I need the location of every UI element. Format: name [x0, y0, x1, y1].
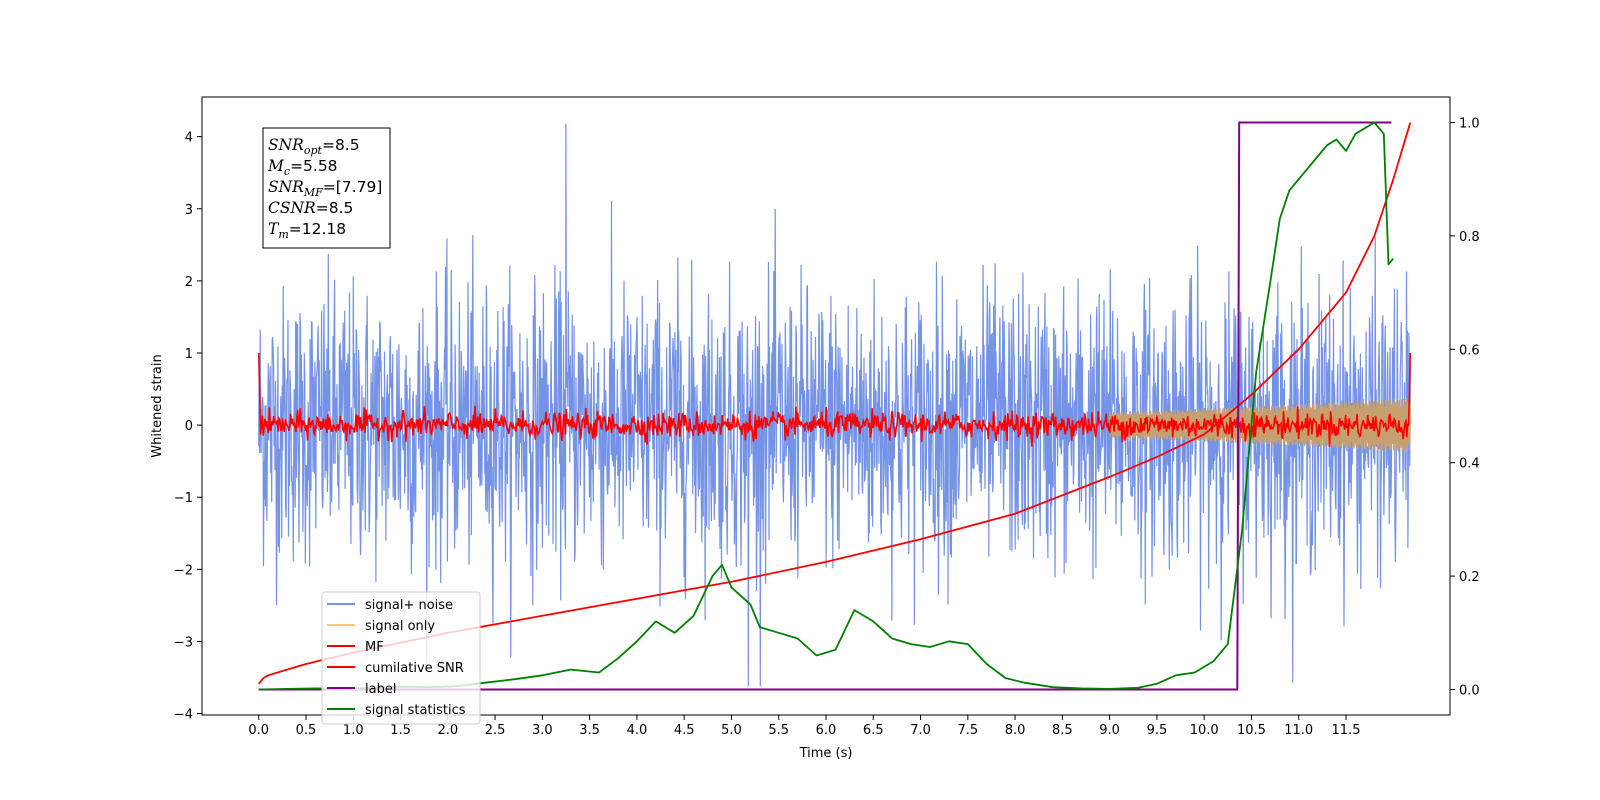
legend-label: cumilative SNR — [365, 661, 464, 676]
x-tick-label: 2.0 — [437, 723, 458, 738]
y2-tick-label: 0.4 — [1459, 457, 1480, 472]
y2-tick-label: 1.0 — [1459, 117, 1480, 132]
y-tick-label: −1 — [174, 491, 193, 506]
x-tick-label: 11.0 — [1284, 723, 1313, 738]
x-tick-label: 8.5 — [1052, 723, 1073, 738]
x-tick-label: 0.5 — [296, 723, 317, 738]
x-tick-label: 7.0 — [910, 723, 931, 738]
x-tick-label: 10.5 — [1237, 723, 1266, 738]
info-line: SNRMF=[7.79] — [268, 178, 382, 199]
series-signal-noise — [258, 123, 1411, 687]
info-line: SNRopt=8.5 — [268, 136, 360, 157]
series-mf — [257, 352, 1412, 448]
x-tick-label: 1.0 — [343, 723, 364, 738]
series-cumulative-snr — [258, 122, 1412, 685]
legend-label: signal statistics — [365, 703, 466, 718]
y-tick-label: −3 — [174, 635, 193, 650]
series-signal-statistics — [258, 121, 1394, 691]
x-tick-label: 9.0 — [1099, 723, 1120, 738]
x-tick-label: 6.5 — [863, 723, 884, 738]
legend: signal+ noise signal only MF cumilative SNR… — [321, 591, 481, 725]
y2-tick-label: 0.6 — [1459, 343, 1480, 358]
y-axis-label: Whitened strain — [150, 354, 165, 457]
y2-tick-label: 0.0 — [1459, 683, 1480, 698]
x-tick-label: 0.0 — [248, 723, 269, 738]
y2-tick-label: 0.2 — [1459, 570, 1480, 585]
legend-label: MF — [365, 640, 384, 655]
y-tick-label: 4 — [185, 131, 193, 146]
legend-label: signal only — [365, 619, 435, 634]
info-line: CSNR=8.5 — [268, 199, 353, 217]
y-tick-label: −2 — [174, 563, 193, 578]
x-tick-label: 10.0 — [1190, 723, 1219, 738]
x-tick-label: 8.0 — [1005, 723, 1026, 738]
y-tick-label: 1 — [185, 347, 193, 362]
info-line: Mc=5.58 — [267, 157, 338, 178]
y-tick-label: 3 — [185, 203, 193, 218]
info-line: Tm=12.18 — [268, 220, 346, 241]
x-tick-label: 5.0 — [721, 723, 742, 738]
x-tick-label: 7.5 — [957, 723, 978, 738]
x-tick-label: 6.0 — [816, 723, 837, 738]
legend-label: signal+ noise — [365, 598, 453, 613]
x-tick-label: 5.5 — [768, 723, 789, 738]
series-label — [258, 121, 1392, 691]
x-tick-label: 9.5 — [1147, 723, 1168, 738]
x-tick-label: 1.5 — [390, 723, 411, 738]
x-tick-label: 2.5 — [485, 723, 506, 738]
x-tick-label: 4.0 — [627, 723, 648, 738]
x-tick-label: 4.5 — [674, 723, 695, 738]
legend-label: label — [365, 682, 396, 697]
y-tick-label: 0 — [185, 419, 193, 434]
y2-tick-label: 0.8 — [1459, 230, 1480, 245]
x-tick-label: 11.5 — [1332, 723, 1361, 738]
y-tick-label: −4 — [174, 708, 193, 723]
x-tick-label: 3.5 — [579, 723, 600, 738]
x-axis-label: Time (s) — [799, 746, 853, 761]
y-tick-label: 2 — [185, 275, 193, 290]
x-tick-label: 3.0 — [532, 723, 553, 738]
